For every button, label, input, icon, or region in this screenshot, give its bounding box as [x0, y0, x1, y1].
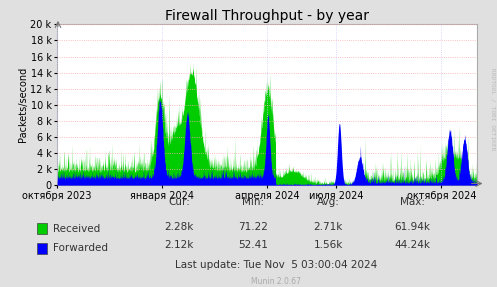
Text: 1.56k: 1.56k [313, 240, 343, 250]
Title: Firewall Throughput - by year: Firewall Throughput - by year [165, 9, 369, 23]
Text: Min:: Min: [243, 197, 264, 207]
Text: Munin 2.0.67: Munin 2.0.67 [251, 277, 301, 286]
Text: Received: Received [53, 224, 100, 234]
Text: 44.24k: 44.24k [395, 240, 430, 250]
Text: 2.28k: 2.28k [164, 222, 194, 232]
Text: Last update: Tue Nov  5 03:00:04 2024: Last update: Tue Nov 5 03:00:04 2024 [175, 261, 377, 270]
Text: 2.71k: 2.71k [313, 222, 343, 232]
Text: Cur:: Cur: [168, 197, 190, 207]
Text: 71.22: 71.22 [239, 222, 268, 232]
Text: 52.41: 52.41 [239, 240, 268, 250]
Text: 2.12k: 2.12k [164, 240, 194, 250]
Text: Forwarded: Forwarded [53, 243, 108, 253]
Text: RRDTOOL / TOBI OETIKER: RRDTOOL / TOBI OETIKER [491, 68, 496, 150]
Y-axis label: Packets/second: Packets/second [18, 67, 28, 142]
Text: Avg:: Avg: [317, 197, 339, 207]
Text: Max:: Max: [400, 197, 425, 207]
Text: 61.94k: 61.94k [395, 222, 430, 232]
